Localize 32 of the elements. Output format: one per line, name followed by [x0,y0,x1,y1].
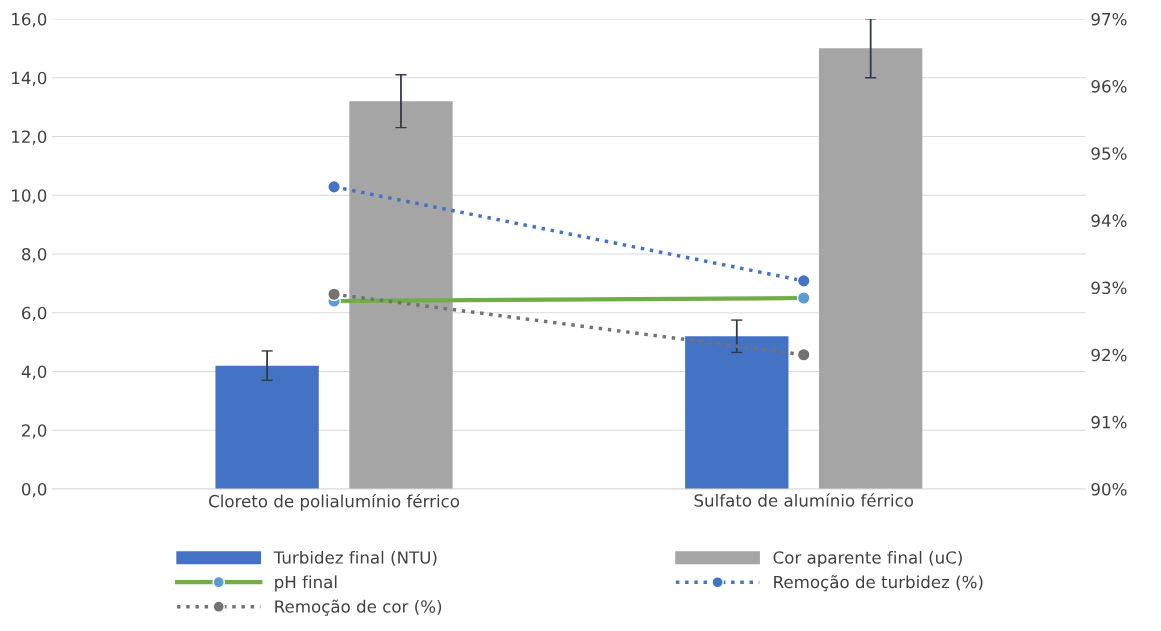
bar [685,336,789,490]
legend-label: Cor aparente final (uC) [773,550,962,568]
point [796,273,811,288]
y2-tick-label: 90% [1091,482,1127,496]
y-tick-label: 10,0 [12,189,47,204]
y2-tick-label: 92% [1091,348,1127,362]
bar [215,365,319,490]
y2-tick-label: 95% [1091,147,1127,160]
legend-label: Remoção de turbidez (%) [774,575,983,592]
y2-tick-label: 97% [1091,12,1127,26]
x-tick-label: Cloreto de polialumínio férrico [209,493,460,511]
y-tick-label: 0,0 [21,482,47,498]
y-tick-label: 14,0 [12,71,47,86]
point [327,179,341,194]
y-tick-label: 6,0 [22,306,47,322]
y-tick-label: 12,0 [12,130,47,145]
y2-tick-label: 96% [1091,80,1127,93]
point [327,287,341,302]
y2-tick-label: 93% [1091,281,1127,295]
y-tick-label: 2,0 [22,424,47,439]
point [796,347,811,362]
y2-tick-label: 94% [1091,214,1127,227]
legend-label: Turbidez final (NTU) [273,550,437,566]
y2-tick-label: 91% [1091,415,1127,429]
bar [818,48,923,490]
y-tick-label: 16,0 [12,12,47,28]
x-tick-label: Sulfato de alumínio férrico [694,493,914,507]
bar [349,101,453,490]
y-tick-label: 4,0 [21,365,47,380]
y-tick-label: 8,0 [22,247,47,263]
legend-label: Remoção de cor (%) [275,599,442,616]
legend-label: pH final [275,575,337,592]
